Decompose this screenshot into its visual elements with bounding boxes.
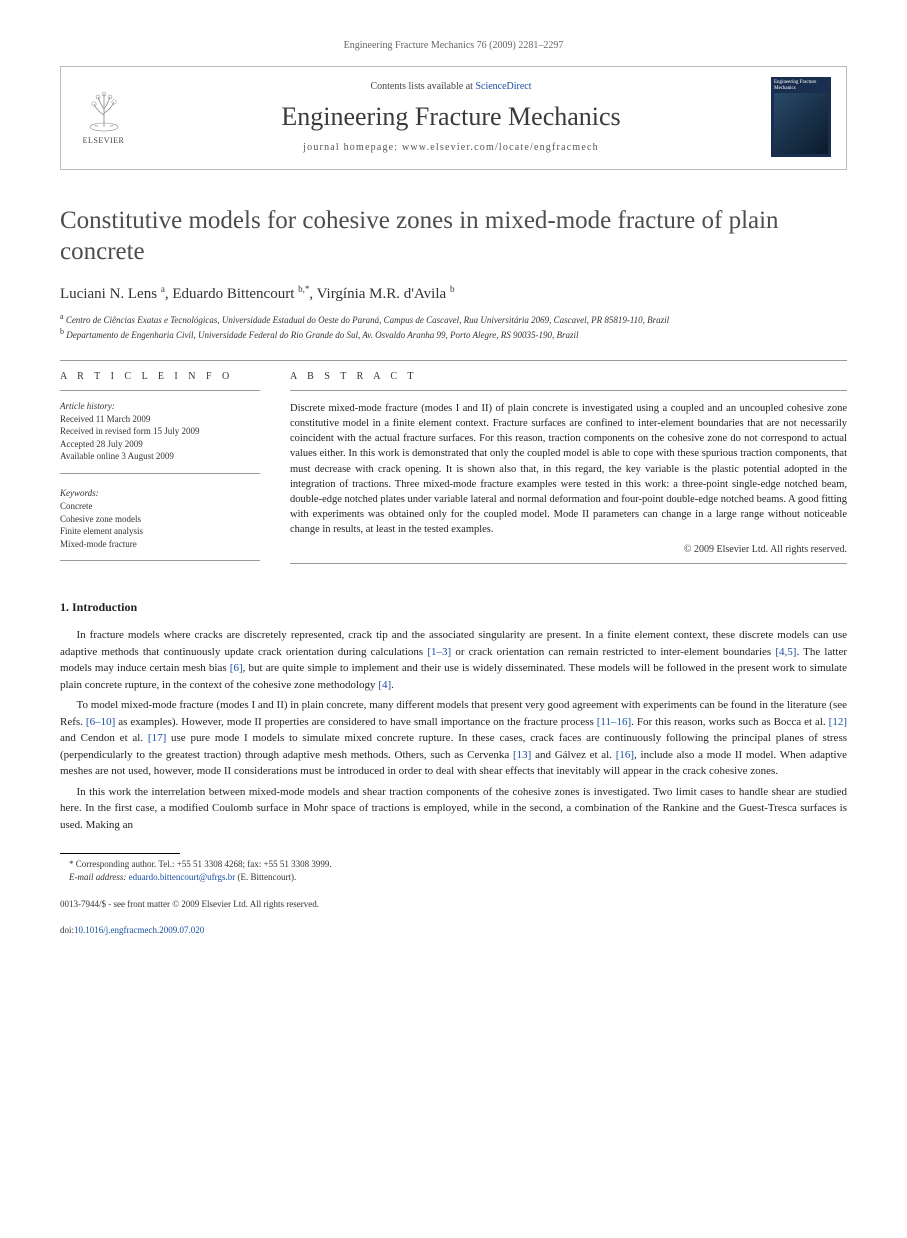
divider <box>60 360 847 361</box>
keyword: Finite element analysis <box>60 525 260 538</box>
journal-homepage: journal homepage: www.elsevier.com/locat… <box>146 142 756 153</box>
doi-link[interactable]: 10.1016/j.engfracmech.2009.07.020 <box>74 925 204 935</box>
section-number: 1. <box>60 600 69 614</box>
history-line: Available online 3 August 2009 <box>60 450 260 463</box>
journal-masthead: ELSEVIER Contents lists available at Sci… <box>60 66 847 170</box>
sciencedirect-link[interactable]: ScienceDirect <box>475 81 531 92</box>
citation-link[interactable]: [12] <box>829 716 847 728</box>
article-history-label: Article history: <box>60 401 260 411</box>
divider <box>60 390 260 391</box>
keywords-block: Keywords: Concrete Cohesive zone models … <box>60 488 260 561</box>
divider <box>290 390 847 391</box>
body-paragraph: To model mixed-mode fracture (modes I an… <box>60 697 847 780</box>
affiliations: a Centro de Ciências Exatas e Tecnológic… <box>60 311 847 342</box>
citation-link[interactable]: [13] <box>513 749 531 761</box>
citation-link[interactable]: [1–3] <box>427 646 451 658</box>
citation-link[interactable]: [16] <box>616 749 634 761</box>
article-info-heading: A R T I C L E I N F O <box>60 371 260 382</box>
doi-line: doi:10.1016/j.engfracmech.2009.07.020 <box>60 924 847 937</box>
divider <box>290 563 847 564</box>
body-paragraph: In this work the interrelation between m… <box>60 784 847 834</box>
publisher-logo: ELSEVIER <box>76 87 131 147</box>
affiliation-b: b Departamento de Engenharia Civil, Univ… <box>60 326 847 342</box>
journal-cover-title: Engineering Fracture Mechanics <box>774 80 828 91</box>
affiliation-a: a Centro de Ciências Exatas e Tecnológic… <box>60 311 847 327</box>
article-title: Constitutive models for cohesive zones i… <box>60 205 847 268</box>
corresponding-email-link[interactable]: eduardo.bittencourt@ufrgs.br <box>129 872 236 882</box>
email-footnote: E-mail address: eduardo.bittencourt@ufrg… <box>60 871 847 884</box>
article-history-block: Article history: Received 11 March 2009 … <box>60 401 260 474</box>
body-paragraph: In fracture models where cracks are disc… <box>60 627 847 693</box>
citation-link[interactable]: [11–16] <box>597 716 631 728</box>
journal-title: Engineering Fracture Mechanics <box>146 102 756 132</box>
corresponding-author-footnote: * Corresponding author. Tel.: +55 51 330… <box>60 858 847 871</box>
section-title: Introduction <box>72 600 137 614</box>
citation-link[interactable]: [4] <box>378 679 391 691</box>
email-attribution: (E. Bittencourt). <box>238 872 297 882</box>
elsevier-tree-icon <box>82 89 126 133</box>
history-line: Accepted 28 July 2009 <box>60 438 260 451</box>
keyword: Mixed-mode fracture <box>60 538 260 551</box>
author-list: Luciani N. Lens a, Eduardo Bittencourt b… <box>60 284 847 303</box>
citation-link[interactable]: [17] <box>148 732 166 744</box>
abstract-column: A B S T R A C T Discrete mixed-mode frac… <box>290 371 847 576</box>
keyword: Concrete <box>60 500 260 513</box>
abstract-heading: A B S T R A C T <box>290 371 847 382</box>
section-heading-intro: 1. Introduction <box>60 600 847 615</box>
front-matter-line: 0013-7944/$ - see front matter © 2009 El… <box>60 898 847 911</box>
contents-prefix: Contents lists available at <box>370 81 475 92</box>
abstract-text: Discrete mixed-mode fracture (modes I an… <box>290 401 847 538</box>
footnote-separator <box>60 853 180 854</box>
journal-cover-thumbnail: Engineering Fracture Mechanics <box>771 77 831 157</box>
publisher-name: ELSEVIER <box>83 136 125 145</box>
citation-link[interactable]: [6] <box>230 662 243 674</box>
history-line: Received 11 March 2009 <box>60 413 260 426</box>
keywords-label: Keywords: <box>60 488 260 498</box>
history-line: Received in revised form 15 July 2009 <box>60 425 260 438</box>
journal-center-block: Contents lists available at ScienceDirec… <box>146 81 756 153</box>
email-label: E-mail address: <box>69 872 126 882</box>
running-head: Engineering Fracture Mechanics 76 (2009)… <box>60 40 847 51</box>
abstract-copyright: © 2009 Elsevier Ltd. All rights reserved… <box>290 544 847 555</box>
journal-cover-image <box>774 93 828 154</box>
contents-available-line: Contents lists available at ScienceDirec… <box>146 81 756 92</box>
keyword: Cohesive zone models <box>60 513 260 526</box>
citation-link[interactable]: [4,5] <box>775 646 796 658</box>
citation-link[interactable]: [6–10] <box>86 716 115 728</box>
doi-label: doi: <box>60 925 74 935</box>
article-info-column: A R T I C L E I N F O Article history: R… <box>60 371 260 576</box>
